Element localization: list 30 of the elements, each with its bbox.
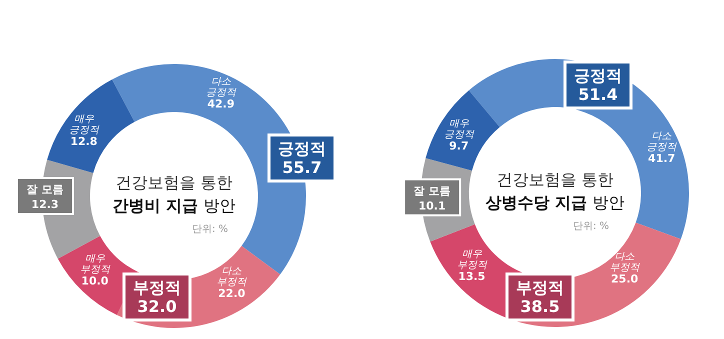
data-label: 25.0	[611, 272, 639, 286]
data-label: 9.7	[449, 140, 469, 152]
data-label: 12.8	[70, 134, 98, 148]
data-label: 13.5	[458, 270, 486, 283]
slice-label: 다소 긍정적	[206, 76, 237, 98]
data-label: 10.1	[418, 199, 446, 212]
slice-label: 잘 모름	[414, 184, 450, 198]
slice-label: 매우 부정적	[80, 253, 111, 276]
slice-label: 잘 모름	[26, 183, 64, 196]
data-label: 10.0	[81, 274, 109, 288]
text: 긍정적 51.4	[574, 66, 622, 104]
text: 부정적 32.0	[133, 278, 181, 316]
text: 단위: %	[192, 224, 228, 235]
text: 부정적 38.5	[516, 278, 564, 316]
data-label: 12.3	[31, 198, 59, 211]
slice-label: 매우 부정적	[456, 248, 488, 271]
slice-label: 다소 부정적	[216, 266, 248, 288]
slice-label: 다소 긍정적	[646, 130, 678, 153]
slice-label: 매우 긍정적	[68, 114, 100, 136]
data-label: 42.9	[207, 97, 234, 110]
text: 건강보험을 통한 상병수당 지급 방안	[485, 170, 625, 212]
donut-slice	[426, 90, 500, 171]
data-label: 22.0	[218, 286, 246, 300]
slice-label: 매우 긍정적	[444, 118, 475, 140]
text: 긍정적 55.7	[278, 139, 326, 177]
data-label: 41.7	[648, 152, 676, 165]
text: 건강보험을 통한 간병비 지급 방안	[112, 173, 236, 215]
donut-slice	[47, 79, 135, 173]
text: 단위: %	[572, 221, 610, 232]
slice-label: 다소 부정적	[610, 251, 641, 274]
